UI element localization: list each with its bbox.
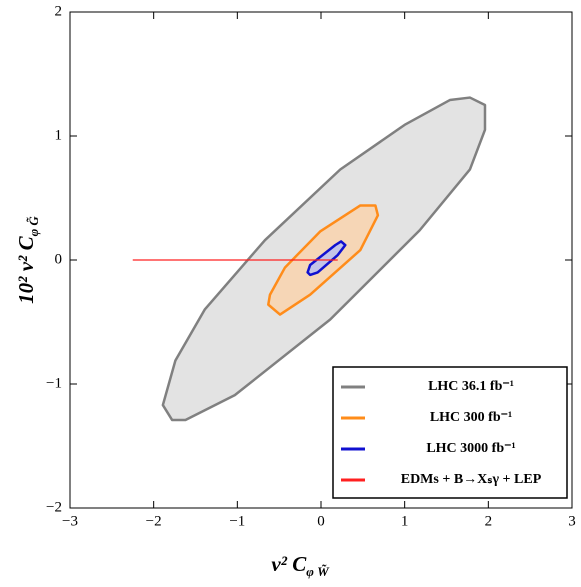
- x-axis-label: v² Cφ W̃: [271, 552, 330, 579]
- y-label-sub: φ G̃: [26, 216, 41, 237]
- x-tick-label: −3: [62, 513, 78, 529]
- x-label-sub: φ W̃: [306, 564, 330, 579]
- x-tick-label: 3: [568, 513, 576, 529]
- x-tick-label: 2: [485, 513, 493, 529]
- legend: LHC 36.1 fb⁻¹ LHC 300 fb⁻¹ LHC 3000 fb⁻¹ ED…: [332, 366, 568, 499]
- x-tick-label: 1: [401, 513, 409, 529]
- x-tick-label: 0: [317, 513, 325, 529]
- y-tick-label: 1: [55, 127, 63, 143]
- y-tick-label: 0: [55, 251, 63, 267]
- y-tick-label: −2: [46, 499, 62, 515]
- legend-label: EDMs + B→Xₛγ + LEP: [401, 472, 542, 487]
- legend-label: LHC 300 fb⁻¹: [430, 410, 512, 425]
- x-tick-label: −1: [229, 513, 245, 529]
- contour-region: [306, 240, 347, 277]
- legend-box: [332, 366, 568, 499]
- x-label-main: v² C: [271, 552, 307, 576]
- x-tick-label: −2: [146, 513, 162, 529]
- y-tick-label: 2: [55, 3, 63, 19]
- y-axis-label: 10² v² Cφ G̃: [14, 216, 41, 304]
- legend-label: LHC 36.1 fb⁻¹: [428, 379, 514, 394]
- y-label-main: 10² v² C: [14, 235, 38, 303]
- y-tick-label: −1: [46, 375, 62, 391]
- legend-label: LHC 3000 fb⁻¹: [426, 441, 515, 456]
